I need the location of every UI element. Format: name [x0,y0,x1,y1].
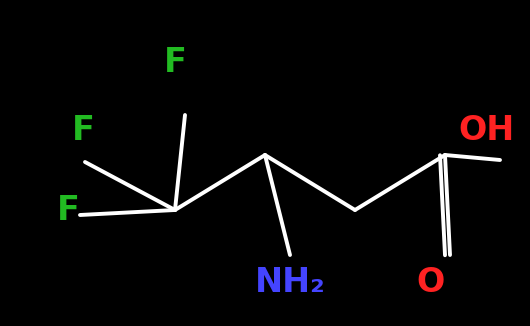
Text: F: F [57,194,80,227]
Text: O: O [416,265,444,299]
Text: NH₂: NH₂ [254,265,325,299]
Text: OH: OH [459,113,515,146]
Text: F: F [72,113,94,146]
Text: F: F [164,46,187,79]
